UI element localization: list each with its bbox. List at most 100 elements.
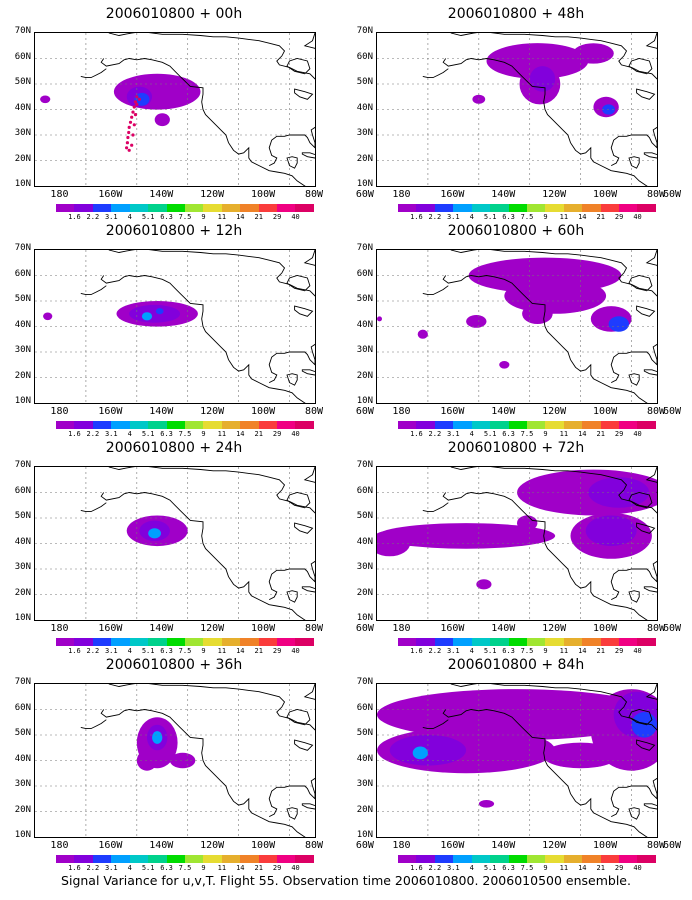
longitude-tick-label: 100W [593,189,618,200]
latitude-tick-label: 10N [356,396,373,406]
latitude-tick-label: 40N [14,536,31,547]
colorbar-swatch [600,421,620,429]
coastline [100,709,306,837]
colorbar-label: 3.1 [104,213,118,221]
colorbar-swatch [545,638,564,646]
signal-variance-contour [152,731,163,744]
longitude-tick-label: 100W [251,623,276,634]
longitude-tick-label: 100W [593,840,618,851]
panel-title: 2006010800 + 36h [105,657,243,673]
colorbar-swatch [508,204,527,212]
colorbar-swatch [240,421,259,429]
colorbar-swatch [166,421,185,429]
coastline [610,777,657,818]
colorbar-label: 11 [559,864,569,872]
longitude-tick-label: 120W [200,406,225,417]
signal-variance-contour [141,312,153,321]
colorbar-label: 21 [596,647,605,655]
observation-track-point [125,146,129,150]
latitude-tick-label: 10N [356,830,373,840]
signal-variance-contour [136,750,158,771]
colorbar-label: 14 [236,213,245,221]
coastline [286,58,311,75]
map-frame [34,249,316,404]
latitude-tick-label: 30N [356,779,373,789]
latitude-tick-label: 20N [356,153,373,164]
coastline [636,739,656,751]
coastline [80,502,107,513]
colorbar-label: 21 [254,647,263,655]
coastline [80,68,107,79]
colorbar-label: 2.2 [428,213,442,221]
coastline [286,492,311,509]
longitude-tick-label: 140W [491,623,516,634]
longitude-tick-label: 180 [50,623,69,634]
signal-variance-contour [522,303,553,324]
latitude-tick-label: 50N [14,511,31,521]
colorbar-swatch [471,204,491,212]
colorbar-label: 11 [559,213,569,221]
latitude-tick-label: 20N [356,587,373,598]
latitude-tick-label: 40N [356,753,373,764]
coastline [643,586,657,593]
longitude-tick-label: 180 [392,406,411,417]
longitude-tick-label: 160W [98,189,123,200]
colorbar-swatch [600,204,620,212]
longitude-tick-label: 160W [440,189,465,200]
colorbar-label: 40 [633,864,642,872]
coastline [301,803,315,810]
latitude-tick-label: 20N [14,370,31,381]
colorbar-swatch [277,421,296,429]
observation-track-point [132,105,136,109]
colorbar-swatch [111,638,130,646]
colorbar [56,855,314,863]
coastline [294,88,314,100]
colorbar-label: 9 [543,647,548,655]
colorbar-swatch [582,204,601,212]
colorbar-label: 14 [236,647,245,655]
longitude-tick-label: 120W [542,623,567,634]
coastline [100,275,306,403]
colorbar-swatch [453,421,472,429]
latitude-tick-label: 10N [14,830,31,840]
colorbar-label: 4 [127,864,132,872]
coastline [643,803,657,810]
colorbar-label: 4 [469,430,474,438]
colorbar-swatch [563,855,583,863]
coastline [422,719,449,730]
colorbar-swatch [92,421,112,429]
longitude-tick-label: 80W [304,406,324,417]
colorbar-swatch [619,421,638,429]
coastline [442,58,648,186]
colorbar-swatch [295,855,314,863]
panel-title: 2006010800 + 48h [447,6,585,22]
coastline [301,152,315,159]
latitude-tick-label: 50N [14,294,31,304]
signal-variance-contour [499,361,510,369]
latitude-tick-label: 10N [14,613,31,623]
colorbar-label: 29 [614,864,624,872]
longitude-tick-label: 140W [149,623,174,634]
latitude-tick-label: 60N [356,485,373,496]
signal-variance-contour [377,689,657,741]
observation-track-point [131,110,135,114]
colorbar-swatch [453,855,472,863]
map-frame [376,32,658,187]
coastline [286,590,298,603]
map-frame [376,466,658,621]
colorbar [56,638,314,646]
longitude-tick-label: 160W [98,623,123,634]
colorbar-label: 2.2 [428,647,442,655]
latitude-tick-label: 70N [14,677,31,687]
longitude-tick-label: 60W [662,623,682,634]
colorbar-label: 1.6 [410,647,423,655]
coastline [636,305,656,317]
coastline [422,502,449,513]
coastline [268,560,315,601]
colorbar-swatch [111,421,130,429]
coastline [628,156,640,169]
colorbar-swatch [277,855,296,863]
colorbar-swatch [526,855,546,863]
colorbar-label: 11 [559,647,569,655]
coastline [450,467,657,514]
